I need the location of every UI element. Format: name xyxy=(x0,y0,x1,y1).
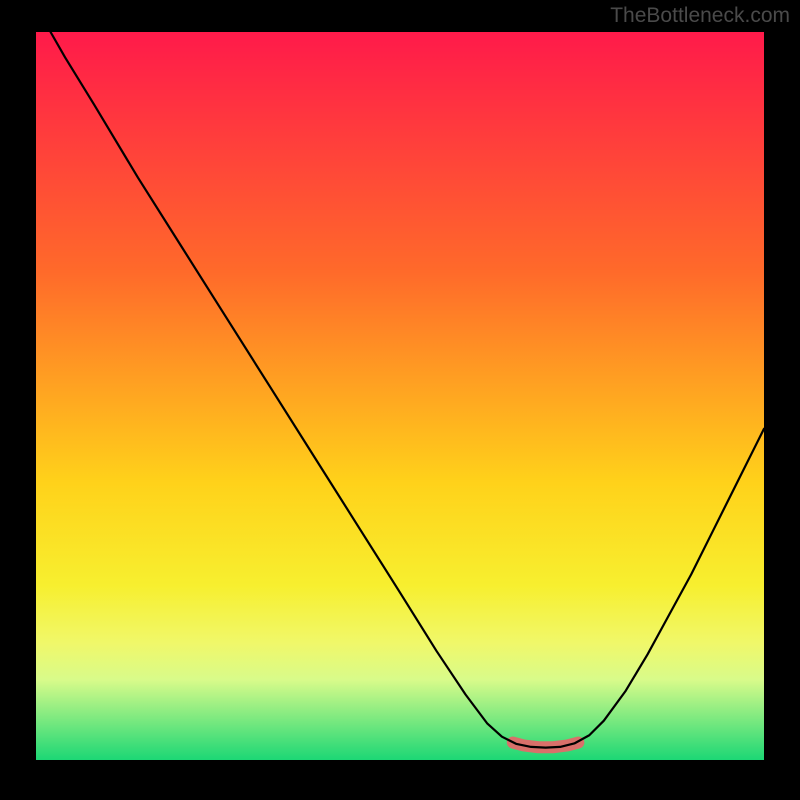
chart-plot-area xyxy=(36,32,764,760)
chart-line-series xyxy=(51,32,764,748)
watermark-text: TheBottleneck.com xyxy=(610,4,790,28)
chart-svg xyxy=(36,32,764,760)
